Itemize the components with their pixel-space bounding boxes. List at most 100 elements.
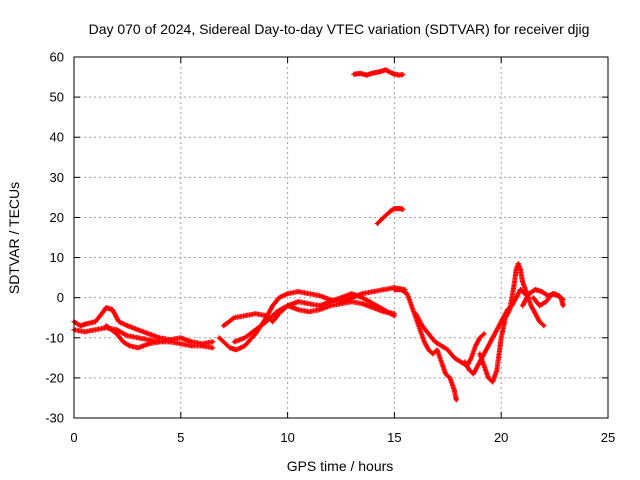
data-point	[190, 340, 193, 344]
data-point	[307, 310, 311, 314]
data-point	[484, 348, 488, 352]
data-point	[147, 332, 151, 336]
series-track-6	[231, 299, 397, 345]
data-point	[482, 364, 486, 368]
x-axis-label: GPS time / hours	[287, 458, 394, 474]
series-layer	[71, 67, 566, 403]
data-point	[360, 292, 364, 296]
data-point	[427, 348, 430, 352]
data-point	[147, 338, 151, 342]
data-point	[158, 340, 161, 344]
data-point	[222, 324, 225, 328]
data-marks	[216, 285, 408, 353]
data-point	[448, 376, 452, 380]
data-point	[93, 328, 97, 332]
data-point	[427, 332, 430, 336]
data-point	[544, 300, 548, 304]
y-tick-label: -10	[45, 330, 64, 345]
axis-ticks: -30 -20 -10 0 10 20 30 40 50 60 0 5 10 15 20 25	[45, 50, 615, 446]
data-point	[232, 340, 236, 344]
data-point	[414, 312, 418, 316]
data-point	[100, 312, 104, 316]
data-point	[232, 316, 236, 320]
x-tick-label: 10	[280, 430, 294, 445]
data-marks	[71, 305, 216, 347]
data-marks	[462, 287, 528, 377]
data-point	[147, 342, 151, 346]
data-point	[452, 388, 456, 392]
data-point	[264, 314, 268, 318]
data-point	[495, 368, 499, 372]
data-point	[540, 290, 544, 294]
data-point	[561, 304, 565, 308]
y-tick-label: 50	[50, 90, 64, 105]
series-track-14	[530, 291, 566, 309]
data-point	[83, 330, 87, 334]
data-point	[365, 73, 369, 77]
data-point	[234, 348, 238, 352]
data-point	[486, 376, 490, 380]
data-point	[277, 296, 281, 300]
data-point	[508, 308, 512, 312]
data-point	[254, 312, 257, 316]
data-point	[527, 292, 531, 296]
series-track-8	[374, 206, 406, 227]
data-point	[360, 302, 364, 306]
data-point	[512, 284, 516, 288]
data-point	[328, 304, 332, 308]
data-point	[452, 356, 456, 360]
data-point	[339, 302, 343, 306]
data-point	[126, 324, 129, 328]
data-point	[478, 352, 482, 356]
data-point	[211, 346, 215, 350]
data-point	[504, 316, 507, 320]
y-tick-label: -30	[45, 411, 64, 426]
data-point	[121, 340, 125, 344]
data-point	[350, 300, 354, 304]
data-point	[459, 360, 463, 364]
series-track-4	[216, 285, 408, 353]
data-point	[296, 300, 300, 304]
data-point	[529, 304, 533, 308]
data-point	[179, 342, 183, 346]
data-point	[444, 372, 448, 376]
data-point	[516, 262, 520, 265]
y-tick-label: 60	[50, 50, 64, 65]
data-point	[271, 304, 275, 308]
data-point	[264, 320, 268, 324]
data-marks	[391, 287, 459, 403]
data-point	[190, 344, 193, 348]
data-point	[384, 68, 388, 72]
data-point	[439, 344, 443, 348]
data-point	[371, 306, 375, 310]
chart-title: Day 070 of 2024, Sidereal Day-to-day VTE…	[89, 21, 590, 37]
data-point	[519, 288, 522, 292]
data-point	[382, 216, 386, 219]
data-point	[472, 372, 475, 376]
data-point	[519, 268, 522, 271]
data-point	[358, 72, 362, 75]
data-point	[136, 336, 140, 340]
data-point	[254, 328, 257, 332]
data-point	[126, 334, 129, 338]
data-point	[350, 292, 354, 296]
data-point	[497, 324, 501, 328]
data-point	[446, 348, 450, 352]
data-point	[136, 328, 140, 332]
data-point	[307, 302, 311, 306]
data-point	[179, 336, 183, 340]
data-point	[420, 324, 424, 328]
data-point	[393, 312, 396, 316]
data-point	[275, 310, 279, 314]
data-point	[542, 324, 546, 328]
data-point	[388, 210, 392, 213]
data-point	[538, 320, 542, 324]
data-point	[514, 268, 518, 271]
data-point	[371, 290, 375, 294]
data-point	[243, 314, 247, 318]
data-point	[307, 292, 311, 296]
x-tick-label: 15	[387, 430, 401, 445]
series-track-5	[220, 291, 397, 329]
data-point	[93, 320, 97, 324]
